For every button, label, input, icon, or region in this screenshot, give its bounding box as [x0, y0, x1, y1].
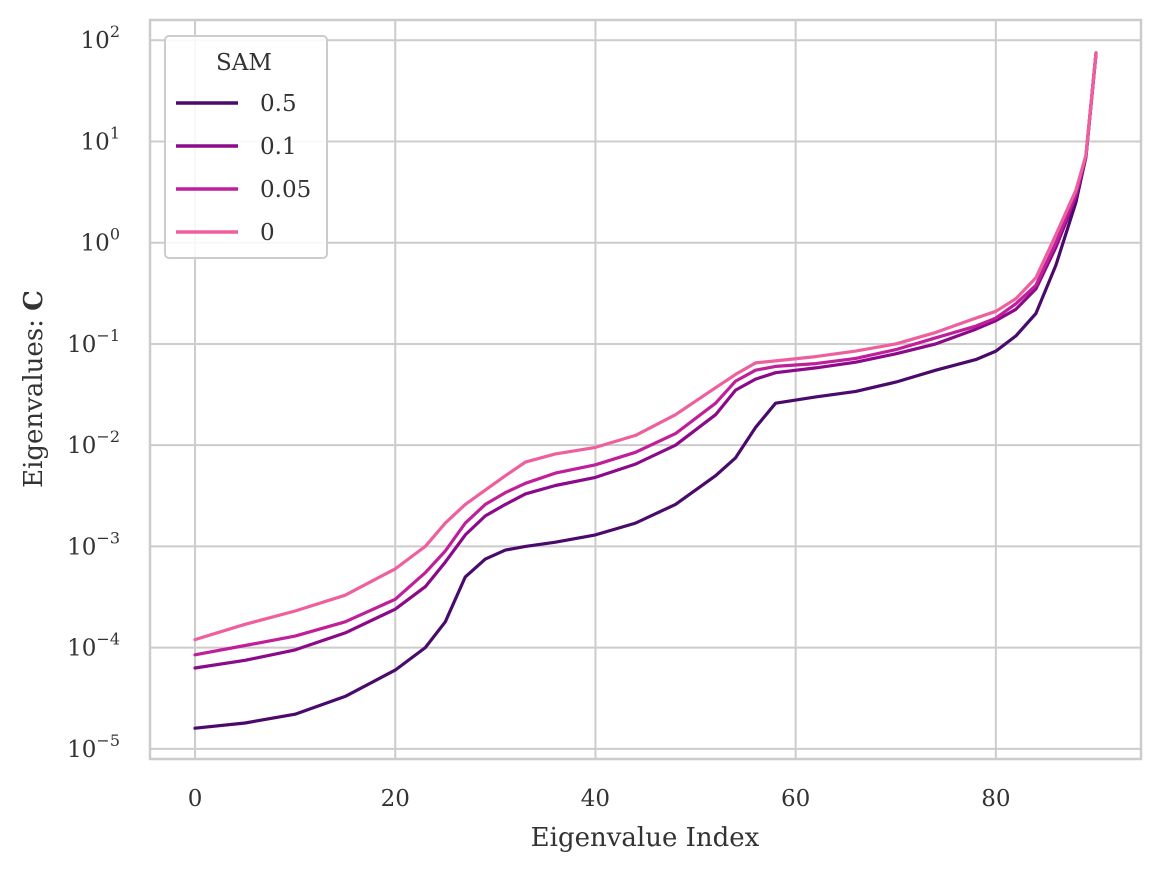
x-axis-ticks: 0 20 40 60 80 — [188, 786, 1011, 812]
series-line-0.1 — [193, 52, 1098, 670]
y-axis-label-symbol: C — [19, 290, 49, 311]
x-tick-label: 60 — [781, 786, 810, 812]
y-tick-exponent: −1 — [96, 326, 120, 345]
y-tick-label: 10−4 — [67, 630, 120, 662]
y-tick-exponent: −2 — [96, 427, 120, 446]
y-tick-label: 10−2 — [67, 427, 120, 459]
y-tick-base: 10 — [67, 332, 96, 358]
x-tick-label: 80 — [981, 786, 1010, 812]
y-tick-base: 10 — [81, 129, 110, 155]
y-tick-base: 10 — [81, 28, 110, 54]
y-axis-label: Eigenvalues: C — [19, 290, 49, 488]
x-axis-label: Eigenvalue Index — [531, 823, 760, 853]
y-tick-base: 10 — [67, 636, 96, 662]
series-lines — [193, 51, 1098, 730]
x-tick-label: 0 — [188, 786, 203, 812]
legend-label-0.1: 0.1 — [260, 134, 297, 160]
legend-box — [164, 35, 328, 259]
y-tick-exponent: 0 — [110, 225, 120, 244]
y-tick-exponent: −4 — [96, 630, 120, 649]
y-tick-label: 10−3 — [67, 528, 120, 560]
y-tick-base: 10 — [81, 231, 110, 257]
y-tick-exponent: −5 — [96, 731, 120, 750]
legend-title: SAM — [216, 50, 272, 76]
y-tick-label: 101 — [81, 123, 120, 155]
y-tick-exponent: 2 — [110, 22, 120, 41]
y-tick-base: 10 — [67, 433, 96, 459]
legend-label-0: 0 — [260, 220, 275, 246]
y-tick-exponent: 1 — [110, 123, 120, 142]
series-line-0.05 — [193, 51, 1098, 657]
y-tick-label: 10−1 — [67, 326, 120, 358]
y-tick-base: 10 — [67, 534, 96, 560]
x-tick-label: 20 — [381, 786, 410, 812]
legend-label-0.5: 0.5 — [260, 91, 297, 117]
y-tick-base: 10 — [67, 737, 96, 763]
series-line-0 — [193, 51, 1098, 642]
legend-label-0.05: 0.05 — [260, 177, 311, 203]
legend: SAM 0.5 0.1 0.05 0 — [164, 35, 328, 259]
y-tick-label: 102 — [81, 22, 120, 54]
y-tick-label: 10−5 — [67, 731, 120, 763]
y-tick-label: 100 — [81, 225, 120, 257]
x-tick-label: 40 — [581, 786, 610, 812]
y-tick-exponent: −3 — [96, 528, 120, 547]
y-axis-label-prefix: Eigenvalues: — [19, 311, 49, 488]
plot-frame — [148, 18, 1143, 761]
series-line-0.5 — [193, 51, 1098, 730]
legend-entries: 0.5 0.1 0.05 0 — [176, 91, 311, 246]
